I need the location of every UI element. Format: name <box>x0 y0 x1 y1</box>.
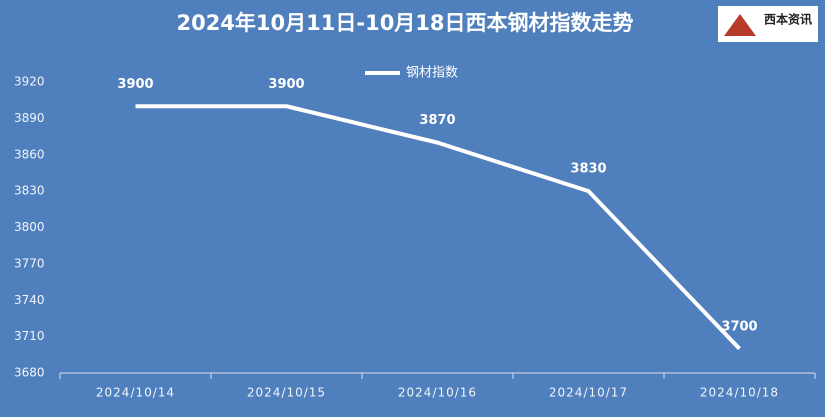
y-tick-label: 3710 <box>14 329 45 343</box>
x-tick-label: 2024/10/15 <box>247 386 326 400</box>
y-tick-label: 3860 <box>14 147 45 161</box>
data-label: 3700 <box>721 319 757 334</box>
x-tick-label: 2024/10/17 <box>549 386 628 400</box>
x-tick-label: 2024/10/14 <box>96 386 175 400</box>
line <box>135 104 741 351</box>
y-tick-label: 3920 <box>14 75 45 89</box>
y-tick-label: 3740 <box>14 293 45 307</box>
data-label: 3900 <box>268 77 304 92</box>
data-label: 3900 <box>117 77 153 92</box>
logo: 西本资讯 <box>718 6 818 42</box>
logo-text: 西本资讯 <box>764 12 812 27</box>
chart-title: 2024年10月11日-10月18日西本钢材指数走势 <box>176 11 633 35</box>
logo-mark <box>724 14 756 36</box>
x-tick-label: 2024/10/16 <box>398 386 477 400</box>
y-tick-label: 3830 <box>14 184 45 198</box>
data-label: 3870 <box>419 113 455 128</box>
y-tick-label: 3890 <box>14 111 45 125</box>
data-label: 3830 <box>570 162 606 177</box>
legend-label: 钢材指数 <box>406 66 458 81</box>
y-tick-label: 3680 <box>14 366 45 380</box>
y-tick-label: 3800 <box>14 220 45 234</box>
y-tick-label: 3770 <box>14 256 45 270</box>
x-tick-label: 2024/10/18 <box>700 386 779 400</box>
